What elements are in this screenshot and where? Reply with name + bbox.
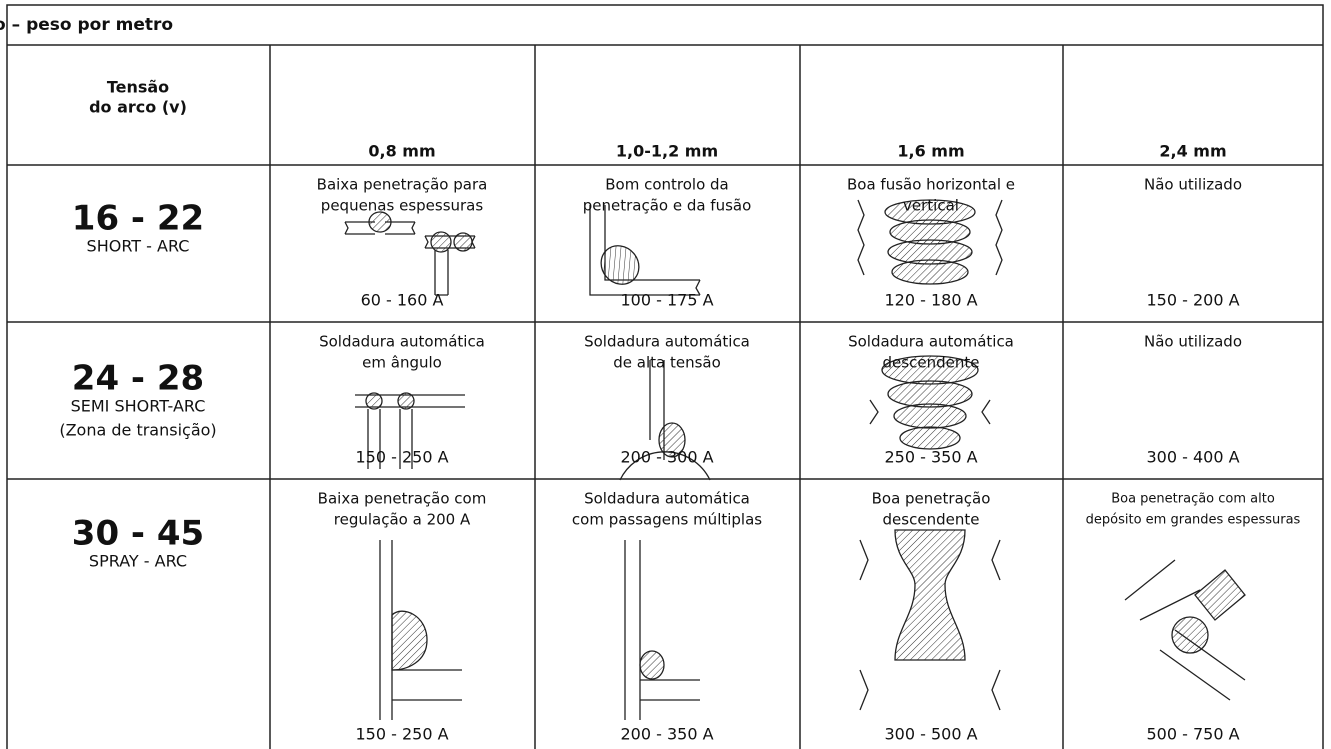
- description: em ângulo: [362, 354, 442, 372]
- description: Não utilizado: [1144, 333, 1242, 351]
- corner-header: do arco (v): [89, 98, 187, 117]
- description: Soldadura automática: [584, 490, 750, 508]
- description: Não utilizado: [1144, 176, 1242, 194]
- sketches: [344, 199, 1246, 720]
- current: 150 - 200 A: [1146, 291, 1239, 310]
- current: 250 - 350 A: [884, 448, 977, 467]
- description: de alta tensão: [613, 354, 721, 372]
- description: penetração e da fusão: [583, 197, 752, 215]
- title: Diâmetro do fio – peso por metro: [0, 15, 173, 35]
- current: 300 - 500 A: [884, 725, 977, 744]
- description: Soldadura automática: [584, 333, 750, 351]
- table-grid: [6, 4, 1324, 749]
- description: Soldadura automática: [319, 333, 485, 351]
- current: 120 - 180 A: [884, 291, 977, 310]
- column-header: 1,0-1,2 mm: [616, 142, 718, 161]
- current: 150 - 250 A: [355, 725, 448, 744]
- corner-header: Tensão: [107, 78, 169, 97]
- description: Baixa penetração com: [318, 490, 487, 508]
- arc-mode: SEMI SHORT-ARC: [71, 397, 206, 416]
- description: vertical: [903, 197, 959, 215]
- description: Baixa penetração para: [317, 176, 488, 194]
- voltage: 30 - 45: [72, 514, 204, 554]
- column-header: 1,6 mm: [897, 142, 964, 161]
- description: Bom controlo da: [605, 176, 729, 194]
- description: Soldadura automática: [848, 333, 1014, 351]
- arc-mode: SPRAY - ARC: [89, 552, 187, 571]
- arc-mode: SHORT - ARC: [87, 237, 190, 256]
- description: pequenas espessuras: [321, 197, 484, 215]
- voltage: 24 - 28: [72, 359, 204, 399]
- voltage: 16 - 22: [72, 199, 204, 239]
- column-header: 0,8 mm: [368, 142, 435, 161]
- description: depósito em grandes espessuras: [1086, 513, 1301, 528]
- arc-mode: (Zona de transição): [59, 421, 216, 440]
- description: Boa penetração: [872, 490, 991, 508]
- description: com passagens múltiplas: [572, 511, 762, 529]
- column-header: 2,4 mm: [1159, 142, 1226, 161]
- current: 500 - 750 A: [1146, 725, 1239, 744]
- description: regulação a 200 A: [334, 511, 471, 529]
- description: Boa fusão horizontal e: [847, 176, 1015, 194]
- current: 60 - 160 A: [361, 291, 444, 310]
- current: 300 - 400 A: [1146, 448, 1239, 467]
- description: descendente: [883, 511, 980, 529]
- current: 100 - 175 A: [620, 291, 713, 310]
- description: Boa penetração com alto: [1111, 492, 1275, 507]
- current: 150 - 250 A: [355, 448, 448, 467]
- current: 200 - 350 A: [620, 725, 713, 744]
- current: 200 - 300 A: [620, 448, 713, 467]
- description: descendente: [883, 354, 980, 372]
